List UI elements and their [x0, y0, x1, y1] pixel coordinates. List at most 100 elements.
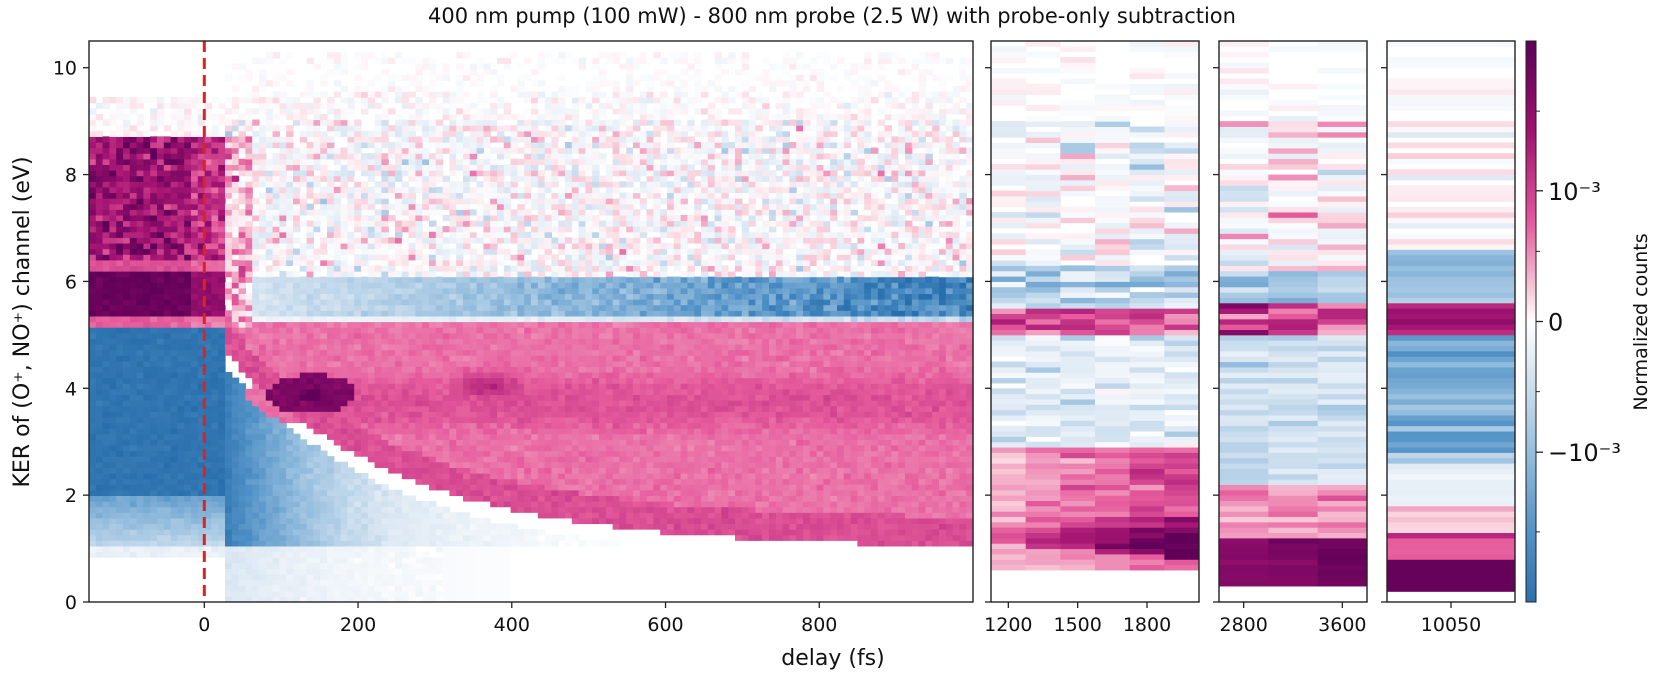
heatmap-cell: [347, 585, 355, 592]
heatmap-cell: [272, 332, 280, 339]
heatmap-cell: [333, 254, 342, 261]
heatmap-cell: [163, 394, 172, 401]
heatmap-cell: [211, 315, 219, 323]
heatmap-cell: [395, 74, 403, 81]
heatmap-cell: [197, 523, 206, 530]
heatmap-cell: [136, 478, 144, 485]
heatmap-cell: [361, 568, 369, 575]
heatmap-cell: [442, 416, 450, 424]
heatmap-cell: [476, 411, 484, 418]
heatmap-cell: [279, 489, 287, 497]
heatmap-cell: [225, 394, 233, 401]
heatmap-cell: [293, 164, 301, 171]
heatmap-cell: [469, 282, 478, 289]
heatmap-cell: [218, 450, 226, 457]
heatmap-cell: [163, 484, 172, 491]
heatmap-cell: [143, 181, 151, 188]
heatmap-cell: [231, 203, 240, 210]
heatmap-cell: [259, 220, 267, 227]
heatmap-cell: [388, 411, 396, 418]
heatmap-cell: [306, 287, 314, 295]
heatmap-cell: [381, 125, 389, 132]
heatmap-cell: [279, 242, 287, 250]
heatmap-cell: [299, 102, 308, 109]
heatmap-cell: [286, 349, 294, 356]
heatmap-cell: [429, 242, 437, 250]
heatmap-cell: [429, 164, 437, 171]
heatmap-cell: [102, 170, 110, 177]
heatmap-cell: [401, 394, 410, 401]
heatmap-cell: [150, 523, 158, 530]
heatmap-cell: [395, 562, 403, 569]
heatmap-cell: [177, 338, 185, 345]
heatmap-cell: [184, 113, 192, 121]
heatmap-cell: [259, 276, 267, 283]
heatmap-cell: [218, 186, 226, 194]
heatmap-cell: [435, 125, 444, 132]
heatmap-cell: [265, 355, 274, 362]
heatmap-cell: [184, 237, 192, 244]
heatmap-cell: [299, 489, 308, 497]
heatmap-cell: [129, 400, 138, 407]
heatmap-cell: [401, 355, 410, 362]
heatmap-cell: [177, 293, 185, 300]
heatmap-cell: [463, 259, 471, 266]
heatmap-cell: [333, 573, 342, 581]
heatmap-cell: [306, 596, 314, 603]
heatmap-cell: [225, 299, 233, 306]
heatmap-cell: [381, 489, 389, 497]
heatmap-cell: [442, 366, 450, 373]
heatmap-cell: [184, 220, 192, 227]
heatmap-cell: [123, 545, 131, 553]
heatmap-cell: [429, 529, 437, 536]
heatmap-cell: [340, 484, 348, 491]
heatmap-cell: [483, 416, 491, 424]
heatmap-cell: [123, 338, 131, 345]
heatmap-cell: [435, 557, 444, 564]
heatmap-cell: [469, 523, 478, 530]
heatmap-cell: [109, 321, 117, 328]
heatmap-cell: [225, 136, 233, 143]
heatmap-cell: [354, 192, 362, 199]
heatmap-cell: [401, 411, 410, 418]
heatmap-cell: [381, 495, 389, 502]
heatmap-cell: [435, 529, 444, 536]
heatmap-cell: [272, 444, 280, 452]
heatmap-cell: [218, 456, 226, 463]
heatmap-cell: [245, 164, 253, 171]
heatmap-cell: [469, 551, 478, 558]
heatmap-cell: [245, 321, 253, 328]
heatmap-cell: [204, 394, 212, 401]
heatmap-cell: [204, 478, 212, 485]
heatmap-cell: [408, 153, 416, 160]
heatmap-cell: [123, 158, 131, 166]
heatmap-cell: [184, 416, 192, 424]
heatmap-cell: [401, 568, 410, 575]
heatmap-cell: [442, 304, 450, 311]
heatmap-cell: [374, 147, 382, 154]
heatmap-cell: [218, 489, 226, 497]
heatmap-cell: [449, 416, 457, 424]
heatmap-cell: [354, 52, 362, 59]
heatmap-cell: [422, 209, 430, 216]
heatmap-cell: [245, 428, 253, 435]
heatmap-cell: [259, 355, 267, 362]
heatmap-cell: [381, 590, 389, 597]
heatmap-cell: [388, 80, 396, 87]
heatmap-cell: [388, 371, 396, 379]
heatmap-cell: [435, 551, 444, 558]
heatmap-cell: [177, 428, 185, 435]
heatmap-cell: [381, 209, 389, 216]
heatmap-cell: [197, 119, 206, 126]
heatmap-cell: [225, 108, 233, 115]
heatmap-cell: [245, 540, 253, 547]
heatmap-cell: [313, 214, 321, 222]
heatmap-cell: [197, 456, 206, 463]
heatmap-cell: [327, 136, 335, 143]
heatmap-cell: [483, 596, 491, 603]
heatmap-cell: [442, 141, 450, 149]
heatmap-cell: [463, 209, 471, 216]
heatmap-cell: [388, 170, 396, 177]
heatmap-cell: [259, 579, 267, 586]
heatmap-cell: [204, 501, 212, 508]
